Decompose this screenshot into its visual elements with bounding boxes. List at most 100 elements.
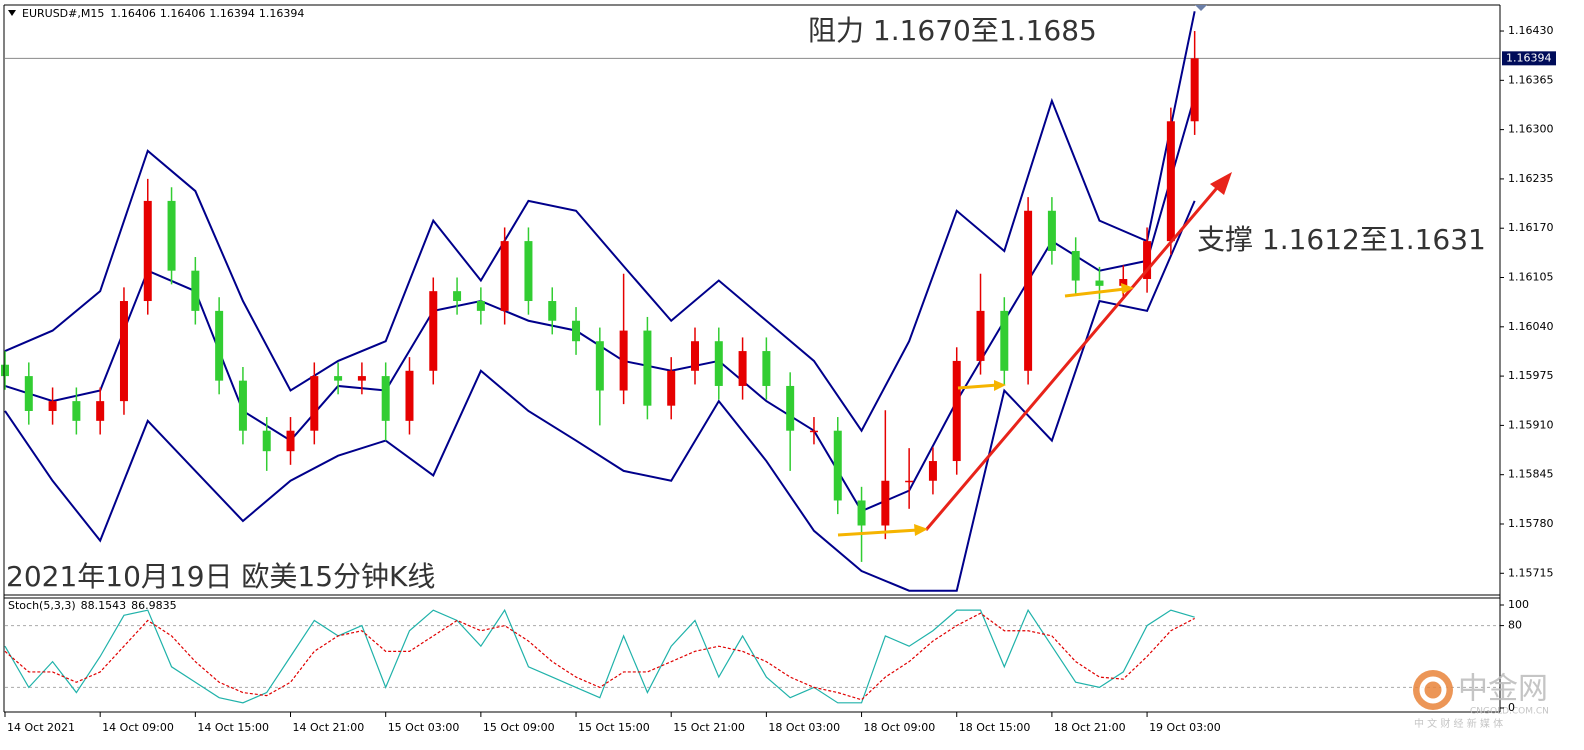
y-tick-label: 1.15845 bbox=[1508, 468, 1554, 481]
candle-body bbox=[857, 500, 866, 526]
candle-body bbox=[691, 341, 699, 371]
candle-body bbox=[1119, 279, 1128, 286]
y-tick-label: 100 bbox=[1508, 598, 1529, 611]
candle-body bbox=[714, 341, 723, 386]
y-tick-label: 1.16365 bbox=[1508, 73, 1554, 86]
candle-body bbox=[215, 310, 224, 381]
x-tick-label: 18 Oct 21:00 bbox=[1054, 721, 1126, 734]
trend-arrow bbox=[924, 181, 1224, 531]
candle-body bbox=[167, 200, 176, 271]
bollinger-lower bbox=[4, 200, 1196, 592]
logo-ring bbox=[1419, 676, 1447, 704]
candle-body bbox=[643, 330, 652, 406]
candle-body bbox=[1024, 210, 1033, 371]
candle-body bbox=[48, 401, 57, 411]
last-price-label: 1.16394 bbox=[1506, 51, 1552, 64]
x-tick-label: 14 Oct 15:00 bbox=[197, 721, 269, 734]
x-tick-label: 14 Oct 09:00 bbox=[102, 721, 174, 734]
y-tick-label: 1.15975 bbox=[1508, 369, 1554, 382]
candle-body bbox=[1047, 210, 1056, 251]
y-tick-label: 1.16170 bbox=[1508, 221, 1554, 234]
y-tick-label: 1.16040 bbox=[1508, 320, 1554, 333]
candle-body bbox=[667, 370, 676, 406]
x-tick-label: 15 Oct 09:00 bbox=[483, 721, 555, 734]
y-tick-label: 1.16300 bbox=[1508, 123, 1554, 136]
candle-body bbox=[833, 430, 842, 501]
y-tick-label: 1.15780 bbox=[1508, 517, 1554, 530]
x-tick-label: 18 Oct 15:00 bbox=[959, 721, 1031, 734]
candle-body bbox=[762, 351, 771, 386]
watermark-name: 中金网 bbox=[1458, 672, 1548, 707]
y-tick-label: 1.15715 bbox=[1508, 566, 1554, 579]
arrow-head bbox=[994, 380, 1006, 391]
indicator-value: 88.1543 bbox=[81, 599, 127, 612]
candle-body bbox=[238, 380, 247, 431]
y-tick-label: 80 bbox=[1508, 619, 1522, 632]
candle-body bbox=[881, 480, 890, 526]
marker bbox=[1195, 5, 1207, 11]
support-arrow bbox=[837, 528, 919, 537]
support-arrow bbox=[957, 383, 999, 390]
arrow-head bbox=[1210, 172, 1232, 195]
candle-body bbox=[1095, 280, 1104, 286]
x-tick-label: 15 Oct 21:00 bbox=[673, 721, 745, 734]
symbol-header: EURUSD#,M15 1.16406 1.16406 1.16394 1.16394 bbox=[22, 7, 304, 20]
candle-body bbox=[334, 376, 343, 381]
candle-body bbox=[548, 301, 557, 321]
resistance-note: 阻力 1.1670至1.1685 bbox=[808, 14, 1097, 47]
candle-body bbox=[405, 370, 414, 421]
stoch-line bbox=[4, 608, 1195, 704]
candle-body bbox=[1, 364, 9, 377]
candle-body bbox=[191, 270, 200, 311]
support-arrow bbox=[1064, 287, 1126, 298]
stoch-line bbox=[4, 612, 1195, 701]
x-tick-label: 18 Oct 09:00 bbox=[864, 721, 936, 734]
candle-body bbox=[357, 376, 366, 381]
candle-body bbox=[286, 430, 295, 452]
candle-body bbox=[976, 310, 985, 361]
x-tick-label: 19 Oct 03:00 bbox=[1149, 721, 1221, 734]
candle-body bbox=[1000, 310, 1009, 371]
candle-body bbox=[310, 376, 319, 431]
x-tick-label: 14 Oct 2021 bbox=[7, 721, 75, 734]
x-tick-label: 15 Oct 03:00 bbox=[388, 721, 460, 734]
plot-layer bbox=[1, 11, 1500, 704]
candle-body bbox=[619, 330, 628, 391]
bollinger-upper bbox=[4, 11, 1196, 433]
candle-body bbox=[381, 376, 390, 421]
indicator-header: Stoch(5,3,3) 88.1543 86.9835 bbox=[8, 599, 177, 612]
candle-body bbox=[595, 341, 604, 391]
candle-body bbox=[905, 480, 914, 483]
last-price-box bbox=[1502, 51, 1556, 66]
indicator-name: Stoch(5,3,3) bbox=[8, 599, 76, 612]
candle-body bbox=[429, 291, 438, 371]
arrow-head bbox=[1121, 283, 1134, 294]
candle-body bbox=[572, 320, 581, 342]
candle-body bbox=[524, 241, 533, 302]
trend-arrows bbox=[837, 5, 1232, 537]
x-tick-label: 18 Oct 03:00 bbox=[768, 721, 840, 734]
indicator-value: 86.9835 bbox=[131, 599, 177, 612]
symbol: EURUSD#,M15 bbox=[22, 7, 104, 20]
y-tick-label: 1.16430 bbox=[1508, 24, 1554, 37]
candle-body bbox=[1166, 121, 1175, 242]
y-tick-label: 1.16105 bbox=[1508, 271, 1554, 284]
candle-body bbox=[1143, 241, 1152, 280]
candle-body bbox=[119, 301, 128, 402]
support-note: 支撑 1.1612至1.1631 bbox=[1197, 223, 1486, 256]
y-tick-label: 1.16235 bbox=[1508, 172, 1554, 185]
candle-body bbox=[453, 291, 462, 302]
candle-body bbox=[72, 401, 81, 421]
candle-body bbox=[24, 376, 33, 411]
candle-body bbox=[738, 351, 747, 386]
logo bbox=[1413, 670, 1453, 710]
watermark: 中金网 CNGOLD.COM.CN 中 文 财 经 新 媒 体 bbox=[1413, 670, 1549, 730]
watermark-slogan: 中 文 财 经 新 媒 体 bbox=[1414, 717, 1503, 730]
candle-body bbox=[262, 430, 271, 452]
y-tick-label: 0 bbox=[1508, 701, 1515, 714]
candle-body bbox=[143, 200, 152, 302]
candle-body bbox=[786, 385, 795, 431]
